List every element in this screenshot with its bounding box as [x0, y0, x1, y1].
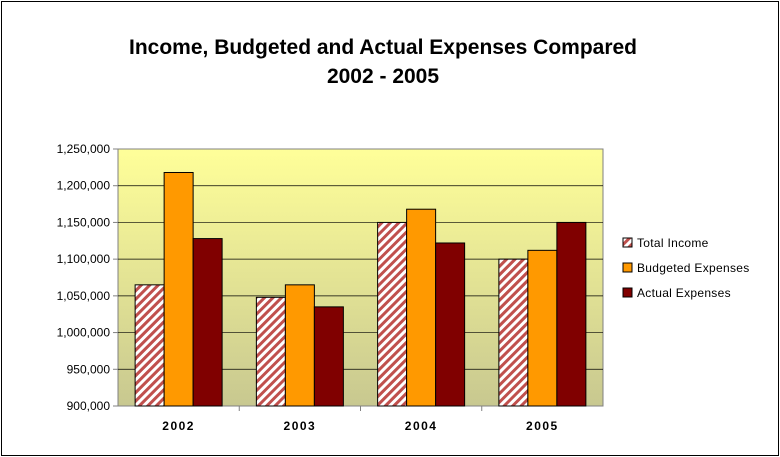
y-axis-ticks: 900,000 950,000 1,000,000 1,050,000 1,100,00…	[57, 142, 118, 413]
bar-actual-expenses-2003	[313, 306, 344, 407]
legend-swatch	[622, 237, 633, 248]
y-tick-label: 900,000	[67, 399, 111, 413]
legend-swatch	[622, 262, 633, 273]
x-tick-label: 2005	[526, 419, 559, 433]
bar-actual-expenses-2002	[192, 238, 223, 407]
y-tick-label: 1,000,000	[57, 326, 111, 340]
y-tick-label: 1,200,000	[57, 179, 111, 193]
bars	[134, 171, 587, 407]
chart-title-line-2: 2002 - 2005	[327, 65, 439, 88]
y-tick-label: 1,100,000	[57, 252, 111, 266]
x-axis-ticks: 2002 2003 2004 2005	[162, 406, 559, 433]
bar-total-income-2004	[377, 221, 408, 407]
bar-budgeted-expenses-2002	[163, 171, 194, 407]
bar-total-income-2003	[255, 296, 286, 407]
bar-actual-expenses-2004	[435, 242, 466, 407]
bar-budgeted-expenses-2004	[406, 208, 437, 407]
legend-label: Actual Expenses	[637, 286, 731, 300]
x-tick-label: 2002	[162, 419, 195, 433]
legend-label: Total Income	[637, 236, 709, 250]
bar-total-income-2005	[498, 258, 529, 407]
bar-budgeted-expenses-2005	[527, 249, 558, 407]
x-tick-label: 2004	[405, 419, 438, 433]
bar-budgeted-expenses-2003	[284, 284, 315, 407]
legend-swatch	[622, 287, 633, 298]
x-tick-label: 2003	[284, 419, 317, 433]
legend: Total Income Budgeted Expenses Actual Expe…	[622, 236, 750, 300]
y-tick-label: 1,250,000	[57, 142, 111, 156]
y-tick-label: 1,050,000	[57, 289, 111, 303]
y-tick-label: 950,000	[67, 362, 111, 376]
bar-actual-expenses-2005	[556, 221, 587, 407]
legend-label: Budgeted Expenses	[637, 261, 750, 275]
bar-total-income-2002	[134, 284, 165, 407]
y-tick-label: 1,150,000	[57, 215, 111, 229]
chart-title-line-1: Income, Budgeted and Actual Expenses Com…	[129, 36, 637, 59]
